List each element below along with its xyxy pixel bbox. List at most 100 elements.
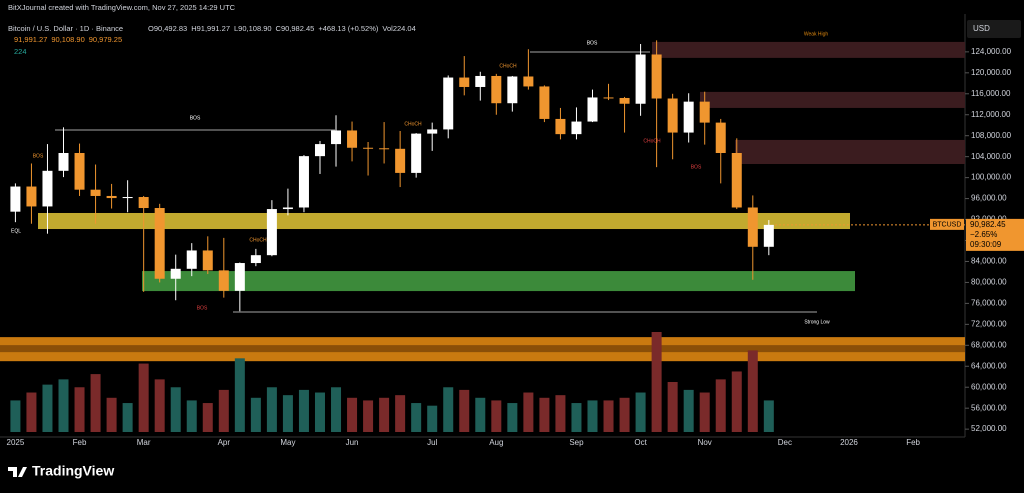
x-tick-label: Jun: [346, 438, 359, 447]
candle-body: [90, 189, 101, 196]
candle-body: [26, 186, 37, 207]
candle-body: [347, 130, 358, 148]
symbol: BTCUSD: [933, 222, 962, 229]
countdown: 09:30:09: [970, 240, 1002, 249]
candle-body: [282, 207, 293, 210]
currency: USD: [973, 24, 990, 33]
candle-body: [363, 147, 374, 149]
candle-body: [395, 148, 406, 173]
candle-body: [74, 152, 85, 190]
volume-bar: [555, 395, 566, 432]
candle-body: [427, 129, 438, 134]
volume-bar: [266, 387, 277, 432]
volume-bar: [90, 374, 101, 432]
candle-body: [747, 207, 758, 247]
annotation: CHoCH: [643, 138, 661, 144]
chart-title: Bitcoin / U.S. Dollar · 1D · Binance: [8, 24, 123, 33]
x-tick-label: Mar: [137, 438, 151, 447]
zone: [38, 212, 850, 230]
volume-bar: [475, 397, 486, 432]
volume-legend: 224: [14, 47, 27, 56]
volume-bar: [459, 389, 470, 432]
candle-body: [106, 195, 117, 199]
volume-bar: [635, 392, 646, 432]
candle-body: [603, 97, 614, 99]
y-tick-label: 80,000.00: [971, 278, 1007, 287]
candle-body: [154, 208, 165, 279]
volume-bar: [138, 363, 149, 432]
y-tick-label: 60,000.00: [971, 382, 1007, 391]
volume-bar: [507, 403, 518, 432]
candle-body: [507, 76, 518, 104]
volume-bar: [715, 379, 726, 432]
volume-bar: [347, 397, 358, 432]
volume-bar: [523, 392, 534, 432]
x-tick-label: 2026: [840, 438, 858, 447]
candle-body: [314, 144, 325, 157]
y-tick-label: 120,000.00: [971, 68, 1012, 77]
volume-bar: [699, 392, 710, 432]
indicator-legend: 90,979.25: [89, 35, 122, 44]
y-tick-label: 100,000.00: [971, 173, 1012, 182]
volume-bar: [539, 397, 550, 432]
x-tick-label: May: [280, 438, 295, 447]
y-tick-label: 116,000.00: [971, 89, 1011, 98]
annotation: CHoCH: [249, 237, 267, 243]
candle-body: [571, 121, 582, 135]
volume-bar: [282, 395, 293, 432]
volume-bar: [731, 371, 742, 432]
ohlc-legend: C90,982.45: [276, 24, 315, 33]
y-tick-label: 64,000.00: [971, 361, 1007, 370]
candle-body: [699, 101, 710, 123]
volume-bar: [250, 397, 261, 432]
annotation: BOS: [691, 164, 702, 170]
candle-body: [379, 148, 390, 150]
annotation: EQL: [11, 228, 21, 234]
y-tick-label: 112,000.00: [971, 110, 1011, 119]
candle-body: [667, 98, 678, 133]
y-tick-label: 52,000.00: [971, 424, 1007, 433]
header: BitXJournal created with TradingView.com…: [8, 3, 236, 12]
candle-body: [459, 77, 470, 87]
x-tick-label: Nov: [698, 438, 712, 447]
annotation: CHoCH: [404, 121, 422, 127]
volume-bar: [74, 387, 85, 432]
candle-body: [58, 152, 69, 171]
volume-bar: [122, 403, 133, 432]
x-tick-label: Aug: [489, 438, 503, 447]
candle-body: [186, 250, 197, 269]
price-box: [966, 218, 1024, 251]
volume-bar: [427, 405, 438, 432]
volume-bar: [26, 392, 37, 432]
candle-body: [763, 224, 774, 247]
volume-bar: [395, 395, 406, 432]
zone: [700, 91, 965, 108]
candle-body: [218, 270, 229, 291]
volume-bar: [170, 387, 181, 432]
candle-body: [523, 76, 534, 87]
candle-body: [715, 122, 726, 153]
volume-bar: [202, 403, 213, 432]
y-tick-label: 124,000.00: [971, 47, 1012, 56]
volume-bar: [379, 397, 390, 432]
volume-bar: [58, 379, 69, 432]
ohlc-legend: Vol224.04: [382, 24, 415, 33]
candle-body: [10, 186, 21, 212]
volume-bar: [571, 403, 582, 432]
y-tick-label: 68,000.00: [971, 340, 1007, 349]
zone: [652, 41, 965, 58]
x-tick-label: Jul: [427, 438, 437, 447]
candle-body: [475, 75, 486, 87]
volume-bar: [667, 382, 678, 432]
volume-bar: [683, 389, 694, 432]
volume-bar: [747, 350, 758, 432]
ohlc-legend: +468.13 (+0.52%): [318, 24, 379, 33]
volume-bar: [106, 397, 117, 432]
annotation: CHoCH: [499, 63, 517, 69]
volume-bar: [218, 389, 229, 432]
volume-bar: [234, 358, 245, 432]
candle-body: [331, 130, 342, 145]
annotation: BOS: [587, 40, 598, 46]
candle-body: [491, 75, 502, 104]
volume-bar: [331, 387, 342, 432]
